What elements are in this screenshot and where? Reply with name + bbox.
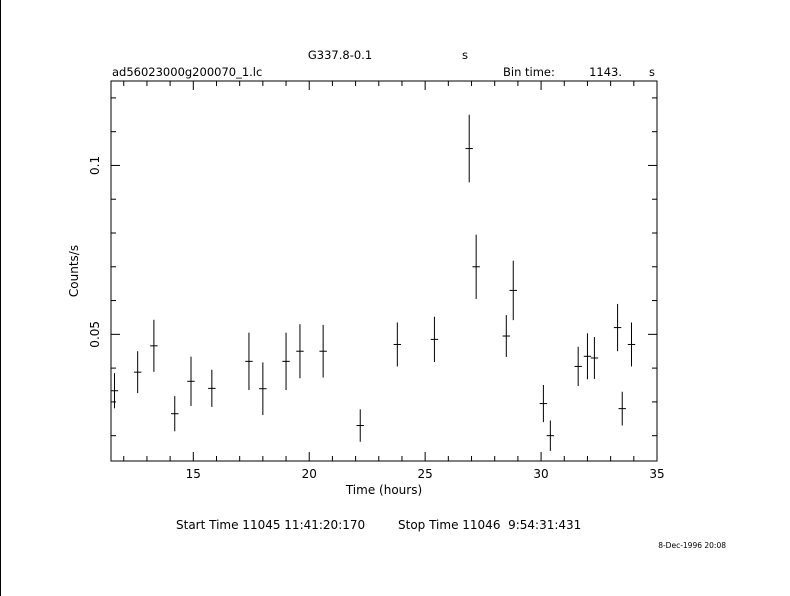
bin-time-label: Bin time: (503, 65, 555, 79)
x-tick-label: 30 (533, 467, 548, 481)
chart-title: G337.8-0.1 (308, 48, 372, 62)
start-time: Start Time 11045 11:41:20:170 (176, 518, 365, 532)
object-suffix: s (462, 48, 468, 62)
x-tick-label: 35 (649, 467, 664, 481)
plot-timestamp: 8-Dec-1996 20:08 (658, 541, 726, 550)
x-tick-label: 25 (418, 467, 433, 481)
plot-frame (110, 80, 658, 462)
bin-time-value: 1143. (589, 65, 622, 79)
file-name: ad56023000g200070_1.lc (112, 65, 262, 79)
bin-time-unit: s (649, 65, 655, 79)
y-tick-label: 0.05 (88, 321, 102, 348)
y-tick-label: 0.1 (88, 156, 102, 175)
x-axis-label: Time (hours) (345, 483, 422, 497)
stop-time: Stop Time 11046 9:54:31:431 (398, 518, 581, 532)
x-tick-label: 15 (186, 467, 201, 481)
x-tick-label: 20 (302, 467, 317, 481)
axis-ticks: 15 20 25 30 35 0.05 0.1 (88, 81, 665, 481)
window-left-edge (0, 0, 1, 596)
y-axis-label: Counts/s (67, 245, 81, 297)
data-points (110, 114, 636, 451)
